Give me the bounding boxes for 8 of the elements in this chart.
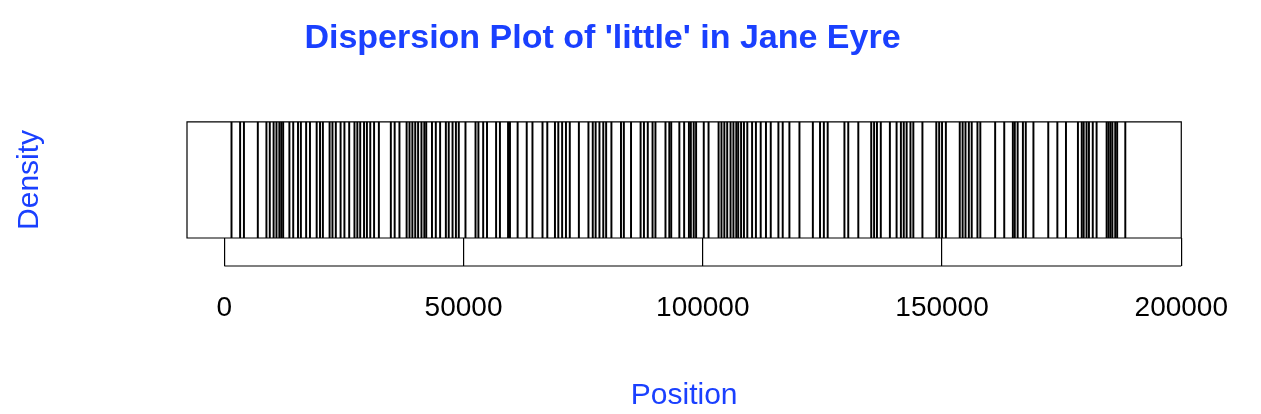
x-tick-label: 150000 <box>895 290 989 322</box>
x-tick-label: 0 <box>216 290 233 322</box>
x-tick-label: 200000 <box>1134 290 1228 322</box>
x-axis-title: Position <box>630 377 738 411</box>
chart-title: Dispersion Plot of 'little' in Jane Eyre <box>304 16 901 55</box>
y-axis-title: Density <box>11 129 45 230</box>
x-tick-label: 50000 <box>424 290 503 322</box>
x-tick-label: 100000 <box>656 290 750 322</box>
